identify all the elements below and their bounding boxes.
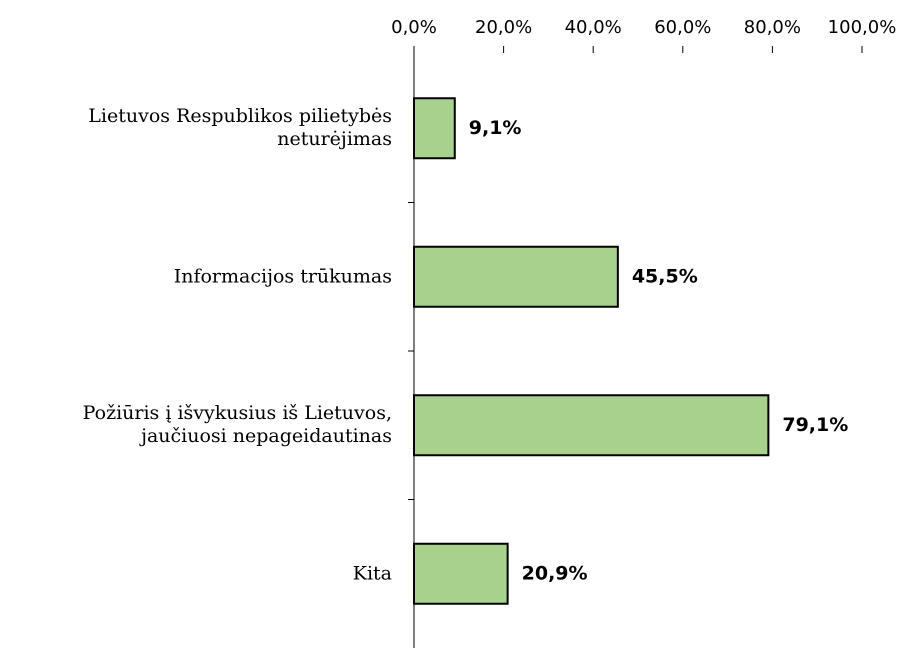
x-tick-label: 20,0% [475, 17, 532, 38]
category-label: Kita [352, 562, 392, 585]
x-tick-label: 60,0% [654, 17, 711, 38]
category-label: Lietuvos Respublikos pilietybės neturėji… [88, 105, 392, 151]
x-tick-label: 0,0% [391, 17, 437, 38]
category-label: Požiūris į išvykusius iš Lietuvos, jauči… [82, 402, 392, 448]
x-tick-label: 40,0% [565, 17, 622, 38]
bar [413, 394, 770, 457]
data-label: 20,9% [522, 562, 588, 584]
data-label: 79,1% [782, 414, 848, 436]
category-label: Informacijos trūkumas [173, 265, 392, 288]
data-label: 9,1% [469, 117, 522, 139]
bar [413, 97, 456, 160]
bar [413, 245, 619, 308]
x-tick-label: 100,0% [828, 17, 897, 38]
x-tick-label: 80,0% [744, 17, 801, 38]
data-label: 45,5% [632, 265, 698, 287]
bar [413, 542, 509, 605]
